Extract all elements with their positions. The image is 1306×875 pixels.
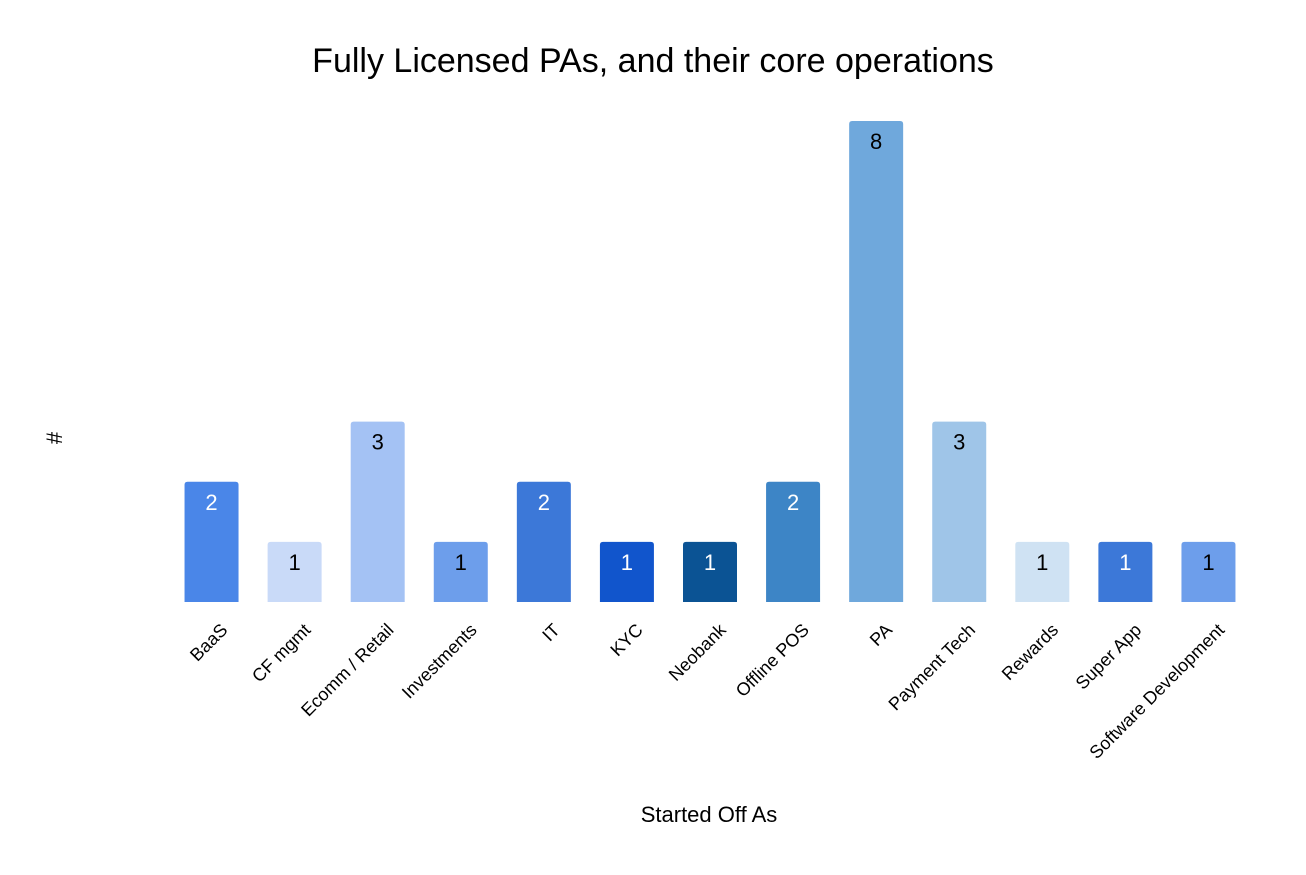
bar-software-development [1181,541,1236,602]
bar-kyc [599,541,654,602]
x-tick-label: Rewards [998,620,1062,684]
bar-super-app [1098,541,1153,602]
bar-pa [849,121,904,602]
x-tick-label: Neobank [665,619,731,685]
x-tick-label: Super App [1072,620,1146,694]
data-label: 1 [1202,550,1214,575]
x-tick-label: Investments [398,620,481,703]
data-label: 1 [704,550,716,575]
data-label: 2 [538,490,550,515]
bar-rewards [1015,541,1070,602]
x-tick-label: PA [866,620,896,650]
data-label: 2 [787,490,799,515]
data-label: 3 [953,430,965,455]
x-tick-label: BaaS [186,620,231,665]
bars-group [184,121,1236,602]
x-tick-label: KYC [606,620,646,660]
bar-baas [184,481,239,602]
data-label: 2 [205,490,217,515]
y-axis-label: # [42,431,67,444]
data-label: 1 [1119,550,1131,575]
data-labels-group: 2 1 3 1 2 1 1 2 8 3 1 1 1 [205,129,1214,575]
bar-offline-pos [766,481,821,602]
data-label: 1 [621,550,633,575]
data-label: 1 [455,550,467,575]
x-tick-label: CF mgmt [248,620,314,686]
x-tick-label: IT [538,620,563,645]
bar-payment-tech [932,421,987,602]
bar-it [516,481,571,602]
x-tick-label: Software Development [1085,620,1228,763]
data-label: 1 [1036,550,1048,575]
bar-neobank [683,541,737,602]
data-label: 3 [372,430,384,455]
x-tick-label: Payment Tech [885,620,980,715]
bar-cf-mgmt [267,541,322,602]
x-axis-label: Started Off As [641,802,778,827]
bar-ecomm-retail [350,421,405,602]
chart-title: Fully Licensed PAs, and their core opera… [312,42,994,80]
data-label: 8 [870,129,882,154]
bar-investments [433,541,488,602]
x-tick-label: Offline POS [732,620,813,701]
data-label: 1 [288,550,300,575]
